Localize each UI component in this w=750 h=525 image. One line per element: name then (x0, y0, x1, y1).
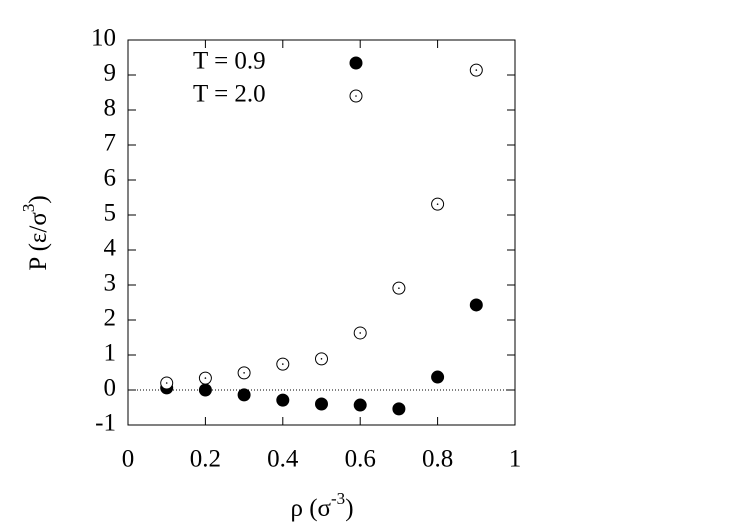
point (431, 370, 445, 384)
y-label-sup: 3 (19, 204, 38, 213)
y-tick-label: 10 (91, 25, 116, 52)
y-label-text: P (ε/σ (25, 212, 52, 271)
y-tick-label: 7 (104, 130, 117, 157)
x-tick-label: 0.4 (267, 446, 299, 473)
point-center (243, 372, 245, 374)
point (469, 298, 483, 312)
y-axis-label: P (ε/σ3) (19, 195, 52, 270)
legend-label: T = 2.0 (193, 81, 266, 108)
y-label-end: ) (25, 195, 52, 203)
x-tick-label: 1 (509, 446, 522, 473)
point-center (359, 332, 362, 334)
y-tick-label: 9 (104, 60, 117, 87)
plot-frame (127, 39, 516, 426)
y-tick-label: 1 (104, 340, 117, 367)
x-tick-label: 0.6 (345, 446, 376, 473)
y-tick-label: 5 (104, 200, 117, 227)
y-tick-label: 8 (104, 95, 117, 122)
legend-marker-center (355, 95, 357, 97)
legend-marker (349, 56, 363, 70)
point (315, 397, 328, 411)
y-tick-label: 3 (104, 270, 117, 297)
point (198, 383, 212, 397)
point-center (398, 287, 400, 289)
point (237, 388, 251, 402)
x-tick-label: 0.8 (422, 446, 453, 473)
point-center (165, 382, 168, 384)
x-label-end: ) (345, 495, 353, 522)
x-label-text: ρ (σ (290, 495, 331, 522)
point (276, 393, 290, 407)
point-center (204, 377, 207, 379)
y-tick-label: 2 (104, 305, 117, 332)
point-center (282, 363, 284, 365)
x-label-sup: -3 (331, 489, 345, 508)
point-center (475, 69, 478, 71)
x-axis-label: ρ (σ-3) (290, 489, 353, 522)
y-tick-label: -1 (95, 410, 116, 437)
y-tick-label: 6 (104, 165, 117, 192)
legend-label: T = 0.9 (193, 48, 266, 75)
point-center (320, 358, 323, 360)
x-tick-label: 0 (122, 446, 135, 473)
y-tick-label: 0 (104, 375, 117, 402)
x-tick-label: 0.2 (190, 446, 221, 473)
point (353, 398, 367, 412)
point-center (436, 203, 439, 205)
y-tick-label: 4 (104, 235, 117, 262)
point (392, 402, 406, 416)
